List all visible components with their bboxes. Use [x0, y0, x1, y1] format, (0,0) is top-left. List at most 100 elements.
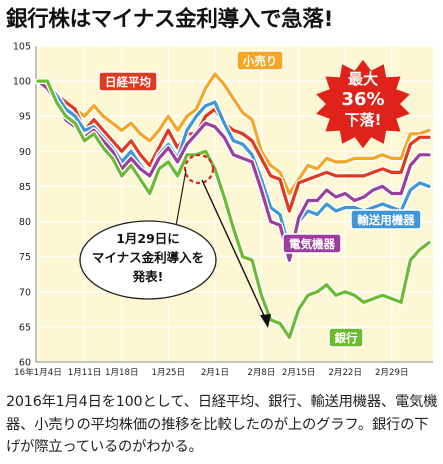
data-point — [93, 125, 95, 128]
data-point — [269, 206, 272, 209]
data-point — [167, 143, 170, 146]
data-point — [139, 168, 142, 170]
data-point — [269, 164, 272, 167]
data-point — [111, 157, 114, 160]
data-point — [148, 192, 151, 195]
data-point — [372, 171, 374, 174]
data-point — [353, 199, 356, 202]
data-point — [325, 157, 328, 160]
data-point — [223, 83, 226, 86]
data-point — [335, 161, 337, 163]
y-tick-label: 75 — [19, 252, 31, 263]
data-point — [372, 189, 374, 191]
data-point — [418, 132, 421, 135]
data-point — [344, 206, 347, 209]
data-point — [176, 175, 179, 177]
series-label-box — [328, 327, 364, 348]
data-point — [316, 175, 319, 177]
data-point — [335, 196, 337, 198]
burst-line-3: 下落! — [345, 111, 382, 129]
data-point — [362, 175, 365, 177]
data-point — [316, 199, 319, 202]
data-point — [232, 153, 235, 156]
figure-caption: 2016年1月4日を100として、日経平均、銀行、輸送用機器、電気機器、小売りの… — [6, 394, 438, 455]
data-point — [241, 255, 244, 258]
axis-labels: 60 65 70 75 80 85 90 95 100 105 16年1月4日 1月11日 1月18日 1… — [13, 42, 433, 378]
data-point — [204, 104, 207, 107]
series-label-text: 電気機器 — [289, 237, 335, 251]
data-point — [409, 189, 412, 191]
data-point — [418, 153, 421, 156]
data-point — [195, 108, 198, 111]
data-point — [139, 178, 142, 181]
data-point — [400, 171, 402, 174]
x-tick-label: 2月1日 — [201, 367, 229, 378]
data-point — [260, 157, 263, 160]
data-point — [111, 139, 114, 142]
y-tick-label: 60 — [19, 358, 31, 369]
data-point — [362, 157, 365, 160]
data-point — [93, 118, 95, 121]
data-point — [381, 185, 384, 188]
chart-area: 60 65 70 75 80 85 90 95 100 105 16年1月4日 1月11日 1月18日 1… — [0, 38, 443, 380]
data-point — [260, 294, 263, 297]
data-point — [241, 111, 244, 114]
data-point — [176, 161, 179, 163]
line-chart: 60 65 70 75 80 85 90 95 100 105 16年1月4日 1月11日 1月18日 1… — [13, 42, 433, 378]
data-point — [428, 185, 430, 188]
data-point — [204, 87, 207, 89]
data-point — [390, 157, 393, 160]
data-point — [344, 290, 347, 293]
data-point — [409, 259, 412, 262]
callout-line-3: 発表! — [132, 269, 164, 284]
x-tick-label: 2月29日 — [375, 367, 409, 378]
chart-title: 銀行株はマイナス金利導入で急落! — [6, 7, 334, 32]
data-point — [362, 196, 365, 198]
y-tick-label: 80 — [19, 217, 31, 228]
data-point — [111, 122, 114, 125]
series-label-transport: 輸送用機器 — [350, 209, 422, 230]
data-point — [158, 157, 160, 160]
data-point — [390, 192, 393, 195]
data-point — [288, 336, 291, 339]
data-point — [325, 189, 328, 191]
data-point — [74, 122, 77, 125]
series-label-electric: 電気機器 — [282, 233, 342, 254]
y-tick-label: 105 — [13, 42, 31, 53]
data-point — [353, 294, 356, 297]
series-bank — [35, 78, 432, 341]
data-point — [279, 171, 281, 174]
burst-line-2: 36% — [341, 89, 384, 110]
data-point — [130, 164, 133, 167]
data-point — [130, 150, 133, 153]
callout-line-1: 1月29日に — [116, 231, 180, 246]
data-point — [381, 168, 384, 170]
y-tick-label: 85 — [19, 182, 31, 193]
data-point — [279, 178, 281, 181]
data-point — [390, 206, 393, 209]
burst-line-1: 最大 — [348, 70, 378, 88]
y-tick-label: 70 — [19, 287, 31, 298]
data-point — [428, 129, 430, 132]
data-point — [139, 132, 142, 135]
data-point — [335, 294, 337, 297]
data-point — [325, 283, 328, 286]
data-point — [46, 80, 49, 82]
data-point — [400, 192, 402, 195]
callout-pointer — [175, 169, 187, 227]
series-nikkei — [35, 78, 432, 214]
data-point — [148, 164, 151, 167]
data-point — [93, 104, 95, 107]
data-point — [195, 115, 198, 118]
data-point — [120, 175, 123, 177]
data-point — [139, 153, 142, 156]
data-point — [400, 157, 402, 160]
data-point — [307, 294, 309, 297]
data-point — [167, 161, 170, 163]
data-point — [428, 136, 430, 139]
data-point — [65, 101, 67, 104]
data-point — [307, 178, 309, 181]
data-point — [93, 129, 95, 132]
data-point — [409, 132, 412, 135]
